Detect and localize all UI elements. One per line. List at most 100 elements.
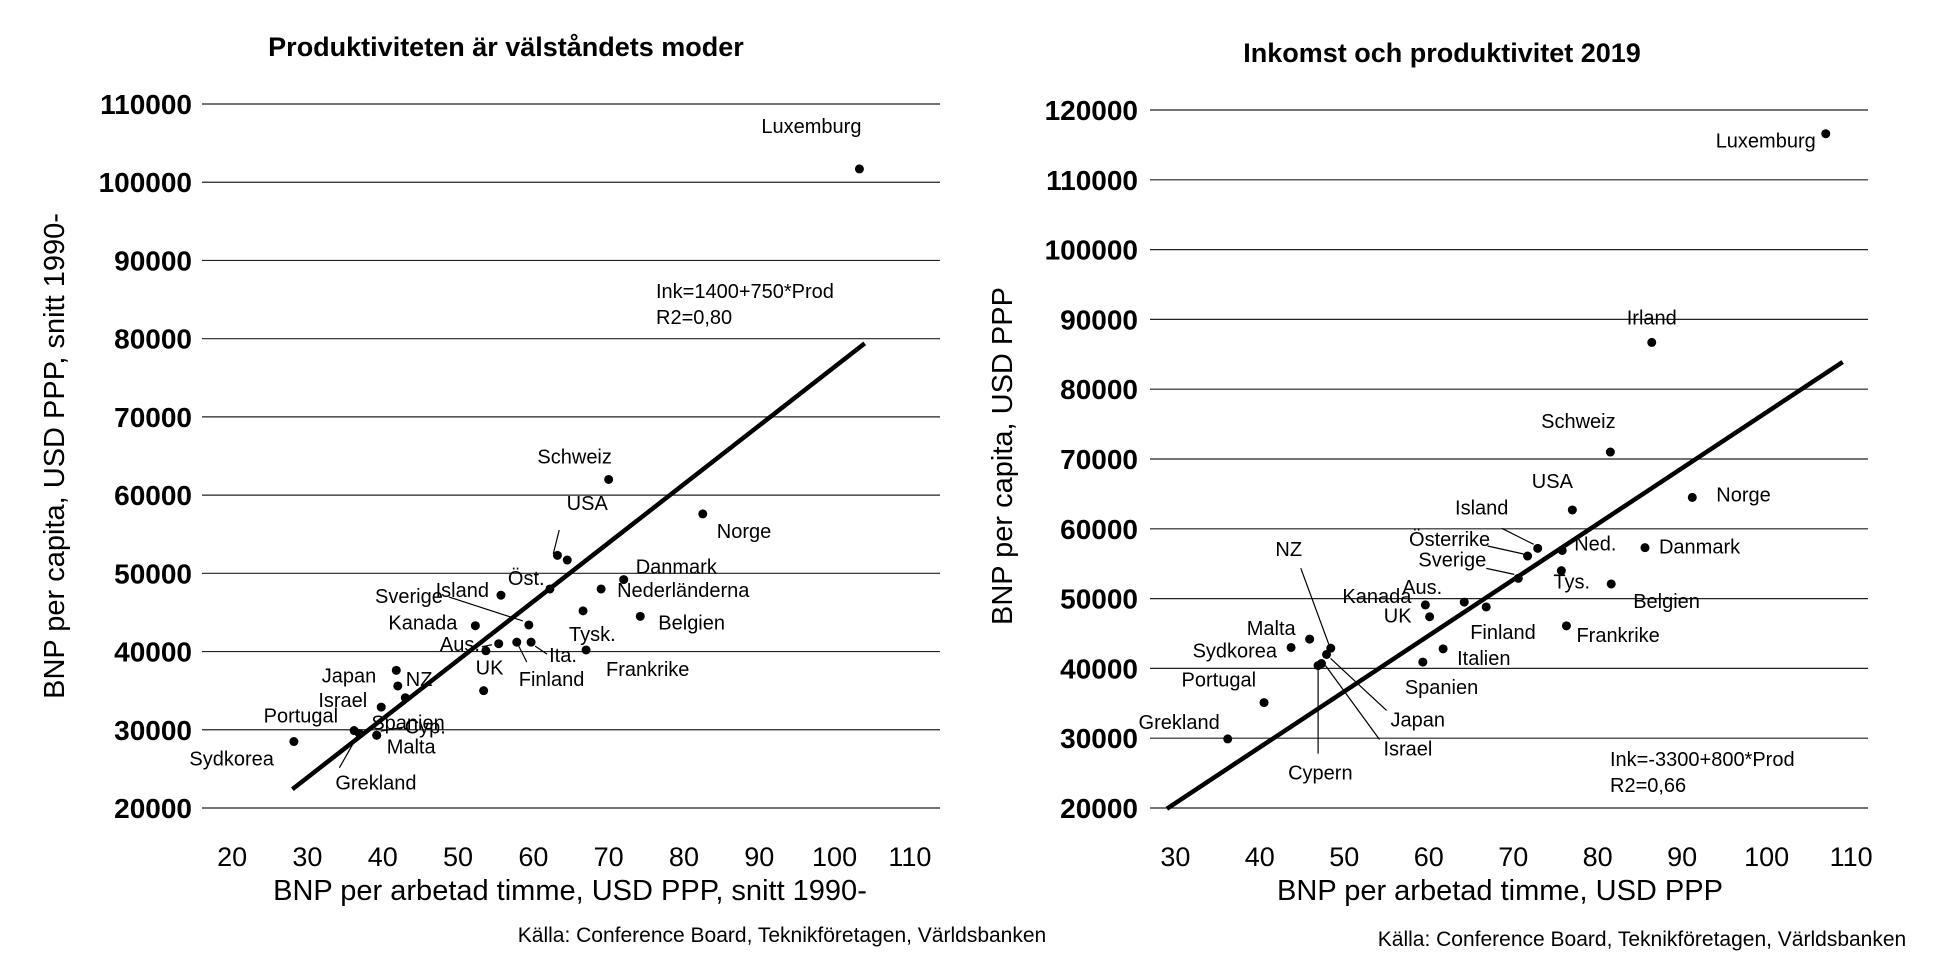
leader-line: [448, 596, 524, 622]
x-tick-label: 110: [1830, 842, 1873, 872]
point-label: Belgien: [1633, 591, 1700, 613]
data-point: [1259, 698, 1269, 708]
data-point: [1556, 566, 1566, 576]
y-tick-label: 80000: [114, 324, 192, 355]
data-point: [1523, 551, 1533, 561]
data-point: [1640, 543, 1650, 553]
point-label: Tys.: [1553, 572, 1590, 594]
point-label: Cyp.: [405, 716, 446, 738]
x-tick-label: 90: [1667, 842, 1697, 872]
data-point: [376, 702, 386, 712]
data-point: [1286, 642, 1296, 652]
point-label: Aus.: [1402, 577, 1442, 599]
y-tick-label: 30000: [114, 715, 192, 746]
leader-line: [1487, 545, 1524, 555]
x-axis-label: BNP per arbetad timme, USD PPP, snitt 19…: [273, 875, 867, 907]
point-label: USA: [567, 493, 609, 515]
regression-line: [290, 341, 867, 792]
x-tick-label: 30: [1160, 842, 1190, 872]
point-label: Portugal: [1182, 670, 1257, 692]
source-note: Källa: Conference Board, Teknikföretagen…: [1378, 928, 1906, 951]
x-tick-label: 110: [888, 842, 931, 872]
regression-line: [1165, 360, 1844, 811]
data-point: [635, 611, 645, 621]
y-tick-label: 120000: [1045, 95, 1138, 126]
data-point: [1687, 492, 1697, 502]
regression-annotation: Ink=1400+750*Prod: [656, 281, 834, 303]
y-tick-label: 60000: [114, 480, 192, 511]
point-label: Sverige: [1418, 549, 1486, 571]
x-tick-label: 40: [368, 842, 398, 872]
y-tick-label: 110000: [1046, 165, 1138, 196]
point-label: Cypern: [1288, 763, 1352, 785]
y-tick-label: 50000: [1060, 584, 1138, 615]
leader-line: [380, 726, 403, 732]
point-label: Ita.: [549, 645, 577, 667]
y-tick-label: 80000: [1060, 374, 1138, 405]
point-label: Israel: [318, 690, 367, 712]
data-point: [1305, 634, 1315, 644]
leader-line: [481, 644, 493, 648]
y-tick-label: 70000: [114, 402, 192, 433]
data-point: [1438, 644, 1448, 654]
data-point: [289, 737, 299, 747]
data-point: [512, 637, 522, 647]
y-tick-label: 90000: [1060, 304, 1138, 335]
y-tick-label: 40000: [1060, 653, 1138, 684]
y-tick-label: 70000: [1060, 444, 1138, 475]
point-label: Frankrike: [1576, 625, 1659, 647]
data-point: [526, 637, 536, 647]
point-label: Grekland: [335, 773, 416, 795]
point-label: Danmark: [636, 557, 718, 579]
data-point: [1567, 505, 1577, 515]
x-tick-label: 60: [518, 842, 548, 872]
point-label: Luxemburg: [761, 116, 861, 138]
point-label: Aus.: [440, 634, 480, 656]
y-tick-label: 100000: [99, 167, 192, 198]
data-point: [578, 606, 588, 616]
data-point: [479, 686, 489, 696]
data-point: [1821, 129, 1831, 139]
x-tick-label: 80: [669, 842, 699, 872]
point-label: Spanien: [1405, 677, 1478, 699]
point-label: Finland: [519, 669, 585, 691]
point-label: Island: [1455, 497, 1508, 519]
data-point: [393, 681, 403, 691]
x-tick-label: 50: [443, 842, 473, 872]
x-axis-label: BNP per arbetad timme, USD PPP: [1277, 875, 1723, 907]
data-point: [619, 575, 629, 585]
data-point: [354, 729, 364, 739]
data-point: [604, 474, 614, 484]
chart-2: Inkomst och produktivitet 2019 20000 30000…: [987, 38, 1906, 951]
point-label: Frankrike: [606, 659, 689, 681]
data-point: [1533, 543, 1543, 553]
data-point: [1557, 545, 1567, 555]
point-label: Sydkorea: [1193, 640, 1278, 662]
y-tick-label: 40000: [114, 637, 192, 668]
data-point: [1459, 597, 1469, 607]
data-point: [494, 639, 504, 649]
data-point: [562, 555, 572, 565]
data-point: [854, 164, 864, 174]
point-label: Sydkorea: [189, 749, 274, 771]
point-label: NZ: [1275, 539, 1302, 561]
point-label: Ned.: [1574, 533, 1616, 555]
point-label: Nederländerna: [617, 580, 750, 602]
data-point: [524, 620, 534, 630]
x-tick-label: 20: [217, 842, 247, 872]
y-tick-label: 50000: [114, 558, 192, 589]
x-tick-label: 70: [1498, 842, 1528, 872]
x-tick-label: 100: [1744, 842, 1789, 872]
data-point: [481, 646, 491, 656]
y-tick-label: 90000: [114, 245, 192, 276]
point-label: Island: [436, 580, 489, 602]
data-point: [1561, 621, 1571, 631]
data-point: [552, 550, 562, 560]
y-tick-label: 30000: [1060, 723, 1138, 754]
data-point: [391, 665, 401, 675]
point-label: Israel: [1383, 739, 1432, 761]
y-tick-label: 60000: [1060, 514, 1138, 545]
x-tick-label: 90: [744, 842, 774, 872]
point-label: Norge: [717, 521, 771, 543]
